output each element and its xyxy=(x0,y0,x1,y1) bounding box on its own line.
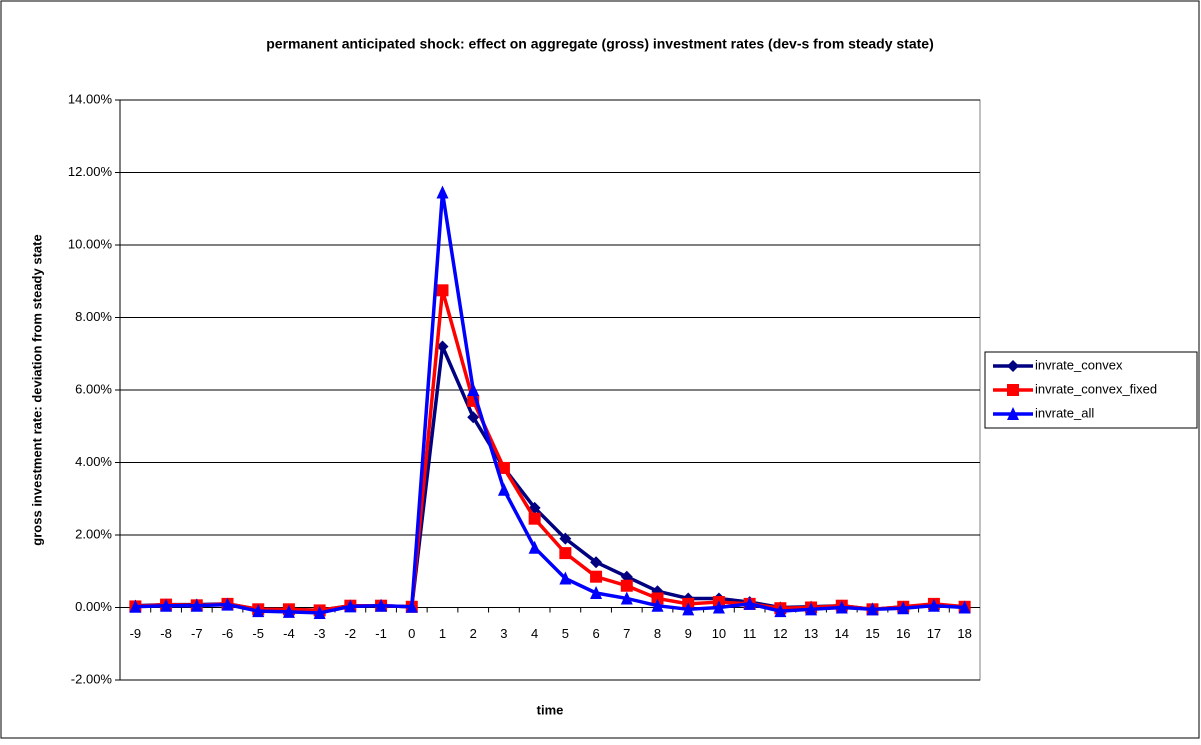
x-axis-label: time xyxy=(537,702,564,717)
legend-label: invrate_all xyxy=(1035,405,1094,420)
x-tick-label: -4 xyxy=(283,626,295,641)
x-tick-label: 0 xyxy=(408,626,415,641)
y-tick-label: 14.00% xyxy=(68,91,113,106)
marker xyxy=(620,579,633,592)
x-tick-label: -8 xyxy=(160,626,172,641)
marker xyxy=(344,599,357,613)
marker xyxy=(682,602,695,616)
chart-title: permanent anticipated shock: effect on a… xyxy=(266,36,934,52)
marker xyxy=(897,601,910,615)
x-tick-label: -6 xyxy=(222,626,234,641)
marker xyxy=(590,556,603,569)
x-tick-label: 2 xyxy=(470,626,477,641)
marker xyxy=(405,599,418,613)
x-tick-label: -9 xyxy=(130,626,142,641)
marker xyxy=(528,540,541,554)
marker xyxy=(160,598,173,612)
marker xyxy=(620,591,633,605)
marker xyxy=(313,605,326,619)
x-tick-label: 9 xyxy=(685,626,692,641)
marker xyxy=(221,597,234,611)
marker xyxy=(927,598,940,612)
marker xyxy=(651,598,664,612)
marker xyxy=(467,383,480,396)
legend-label: invrate_convex xyxy=(1035,357,1123,372)
marker xyxy=(497,482,510,496)
marker xyxy=(559,532,572,545)
marker xyxy=(252,604,265,618)
x-tick-label: 18 xyxy=(957,626,971,641)
marker xyxy=(497,461,510,474)
x-tick-label: 3 xyxy=(500,626,507,641)
x-tick-label: 6 xyxy=(592,626,599,641)
x-tick-label: -1 xyxy=(375,626,387,641)
marker xyxy=(620,570,633,583)
marker xyxy=(436,185,449,199)
x-tick-label: 12 xyxy=(773,626,787,641)
marker xyxy=(590,570,603,583)
marker xyxy=(1007,384,1019,396)
marker xyxy=(743,596,756,610)
y-tick-label: -2.00% xyxy=(71,671,113,686)
x-tick-label: 5 xyxy=(562,626,569,641)
x-tick-label: 7 xyxy=(623,626,630,641)
x-tick-label: 16 xyxy=(896,626,910,641)
marker xyxy=(436,284,449,297)
marker xyxy=(1007,407,1019,420)
marker xyxy=(774,604,787,618)
marker xyxy=(651,592,664,605)
x-tick-label: -7 xyxy=(191,626,203,641)
y-tick-label: 4.00% xyxy=(75,454,112,469)
marker xyxy=(1007,360,1019,372)
x-tick-label: 4 xyxy=(531,626,538,641)
y-axis-label: gross investment rate: deviation from st… xyxy=(29,234,44,545)
marker xyxy=(129,599,142,613)
x-tick-label: 10 xyxy=(712,626,726,641)
y-tick-label: 12.00% xyxy=(68,164,113,179)
x-tick-label: 13 xyxy=(804,626,818,641)
marker xyxy=(805,602,818,616)
marker xyxy=(467,411,480,424)
marker xyxy=(375,598,388,612)
y-tick-label: 6.00% xyxy=(75,381,112,396)
x-tick-label: -5 xyxy=(252,626,264,641)
y-tick-label: 8.00% xyxy=(75,309,112,324)
marker xyxy=(712,600,725,614)
series-line xyxy=(135,190,965,615)
y-tick-label: 0.00% xyxy=(75,599,112,614)
marker xyxy=(559,547,572,560)
x-tick-label: 8 xyxy=(654,626,661,641)
x-tick-label: 14 xyxy=(835,626,849,641)
legend-label: invrate_convex_fixed xyxy=(1035,381,1157,396)
x-tick-label: 15 xyxy=(865,626,879,641)
marker xyxy=(528,512,541,525)
marker xyxy=(835,600,848,614)
y-tick-label: 2.00% xyxy=(75,526,112,541)
y-tick-label: 10.00% xyxy=(68,236,113,251)
series-line xyxy=(135,288,965,613)
marker xyxy=(559,571,572,585)
marker xyxy=(958,600,971,614)
x-tick-label: 17 xyxy=(927,626,941,641)
x-tick-label: 11 xyxy=(743,626,757,641)
marker xyxy=(436,340,449,353)
x-tick-label: -2 xyxy=(345,626,357,641)
marker xyxy=(866,602,879,616)
x-tick-label: -3 xyxy=(314,626,326,641)
marker xyxy=(190,598,203,612)
marker xyxy=(282,604,295,618)
x-tick-label: 1 xyxy=(439,626,446,641)
marker xyxy=(590,586,603,599)
